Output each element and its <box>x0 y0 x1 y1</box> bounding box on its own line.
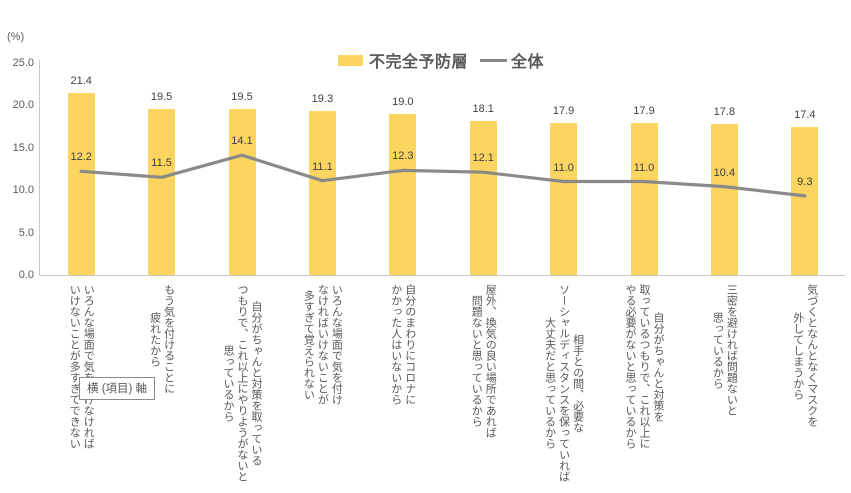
y-tick-label: 25.0 <box>12 56 34 69</box>
x-category-label-line: ソーシャルディスタンスを保っていれば <box>557 284 570 482</box>
legend-line-swatch-icon <box>480 58 508 62</box>
x-category-label-line: つもりで、これ以上にやりようがないと <box>236 284 248 482</box>
line-value-label: 11.0 <box>633 161 655 174</box>
x-category-label[interactable]: 気づくとなんとなくマスクを 外してしまうから <box>791 284 819 427</box>
bar-value-label: 18.1 <box>472 103 494 116</box>
y-tick-label: 5.0 <box>18 226 34 239</box>
bar-value-label: 19.5 <box>150 91 173 104</box>
line-value-label: 12.1 <box>472 152 494 165</box>
legend-line-series-label: 全体 <box>511 54 545 71</box>
bar[interactable] <box>791 127 819 275</box>
x-category-label-line: 自分がちゃんと対策を <box>652 311 664 422</box>
legend-bar-swatch-icon <box>338 54 363 66</box>
x-category-label-line: なければいけないことが <box>316 284 329 405</box>
bar[interactable] <box>389 113 417 275</box>
x-category-label-line: 取っているつもりで、これ以上に <box>638 284 650 449</box>
line-value-label: 11.1 <box>312 160 333 173</box>
x-category-label[interactable]: いろんな場面で気を付け なければいけないことが 多すぎて覚えられない <box>301 284 343 405</box>
x-category-label-line: 相手との間、必要な <box>571 333 584 433</box>
x-category-label-line: 気づくとなんとなくマスクを <box>805 284 818 427</box>
x-category-label[interactable]: 相手との間、必要な ソーシャルディスタンスを保っていれば 大丈夫だと思っているから <box>543 284 585 482</box>
x-category-label-line: いろんな場面で気を付けなければ <box>82 284 95 449</box>
x-category-label[interactable]: 自分がちゃんと対策を取っている つもりで、これ以上にやりようがないと 思っているから <box>221 284 263 482</box>
x-category-label-line: 外してしまうから <box>791 311 804 400</box>
x-category-label[interactable]: 自分のまわりにコロナに かかった人はいないから <box>389 284 417 405</box>
legend-bar-series-label: 不完全予防層 <box>369 54 469 71</box>
x-category-label-line: いけないことが多すぎてできない <box>68 284 81 449</box>
y-tick-label: 20.0 <box>12 99 34 111</box>
x-category-label-line: いろんな場面で気を付け <box>330 284 343 405</box>
x-category-label-line: もう気を付けることに <box>162 284 175 394</box>
line-value-label: 9.3 <box>797 175 813 188</box>
y-tick-label: 15.0 <box>12 141 34 154</box>
bar-value-label: 17.9 <box>552 104 575 117</box>
y-axis-line <box>39 60 40 275</box>
bar[interactable] <box>550 122 578 275</box>
x-category-label[interactable]: もう気を付けることに 疲れたから <box>148 284 176 394</box>
x-category-label-line: 三密を避ければ問題ないと <box>725 284 738 416</box>
x-category-label[interactable]: 屋外、換気の良い場所であれば 問題ないと思っているから <box>469 284 497 438</box>
bar[interactable] <box>308 110 336 275</box>
x-category-label-line: 思っているから <box>222 344 234 422</box>
line-value-label: 14.1 <box>231 135 253 148</box>
x-category-label-line: 問題ないと思っているから <box>470 295 483 427</box>
bar[interactable] <box>228 109 256 275</box>
bar-value-label: 17.8 <box>713 105 736 118</box>
y-axis-unit-label: (%) <box>7 31 25 43</box>
x-category-label[interactable]: 三密を避ければ問題ないと 思っているから <box>710 284 738 416</box>
x-category-label[interactable]: いろんな場面で気を付けなければ いけないことが多すぎてできない <box>67 284 95 449</box>
x-category-label-line: 自分のまわりにコロナに <box>403 284 416 405</box>
x-category-label[interactable]: 自分がちゃんと対策を 取っているつもりで、これ以上に やる必要がないと思っているから <box>623 284 665 449</box>
bar-value-label: 19.5 <box>231 91 253 104</box>
x-category-label-line: やる必要がないと思っているから <box>624 284 636 449</box>
line-value-label: 11.0 <box>553 161 574 174</box>
bar-value-label: 19.0 <box>392 95 414 108</box>
x-category-label-line: 思っているから <box>711 311 724 389</box>
x-category-label-line: かかった人はいないから <box>389 284 402 405</box>
bar-value-label: 17.9 <box>633 104 655 117</box>
line-value-label: 11.5 <box>151 157 172 170</box>
line-series-path[interactable] <box>79 153 807 198</box>
line-value-label: 10.4 <box>713 166 736 179</box>
bar[interactable] <box>469 121 497 275</box>
x-category-label-line: 疲れたから <box>148 311 161 367</box>
line-value-label: 12.2 <box>70 151 92 164</box>
bar-value-label: 17.4 <box>794 109 816 122</box>
bar-value-label: 19.3 <box>311 92 334 105</box>
x-category-label-line: 大丈夫だと思っているから <box>543 317 556 449</box>
bar[interactable] <box>630 122 658 275</box>
bar[interactable] <box>710 123 738 275</box>
bar[interactable] <box>148 109 176 275</box>
x-axis-line <box>39 275 845 276</box>
bar[interactable] <box>67 93 95 275</box>
y-tick-label: 0.0 <box>18 269 34 281</box>
x-category-label-line: 屋外、換気の良い場所であれば <box>484 284 497 438</box>
y-tick-label: 10.0 <box>12 184 34 196</box>
bar-value-label: 21.4 <box>70 75 92 88</box>
axis-tooltip: 横 (項目) 軸 <box>79 377 156 400</box>
x-category-label-line: 多すぎて覚えられない <box>302 289 315 400</box>
x-category-label-line: 自分がちゃんと対策を取っている <box>250 300 262 466</box>
legend[interactable]: 不完全予防層 全体 <box>338 48 544 72</box>
line-value-label: 12.3 <box>392 150 414 163</box>
